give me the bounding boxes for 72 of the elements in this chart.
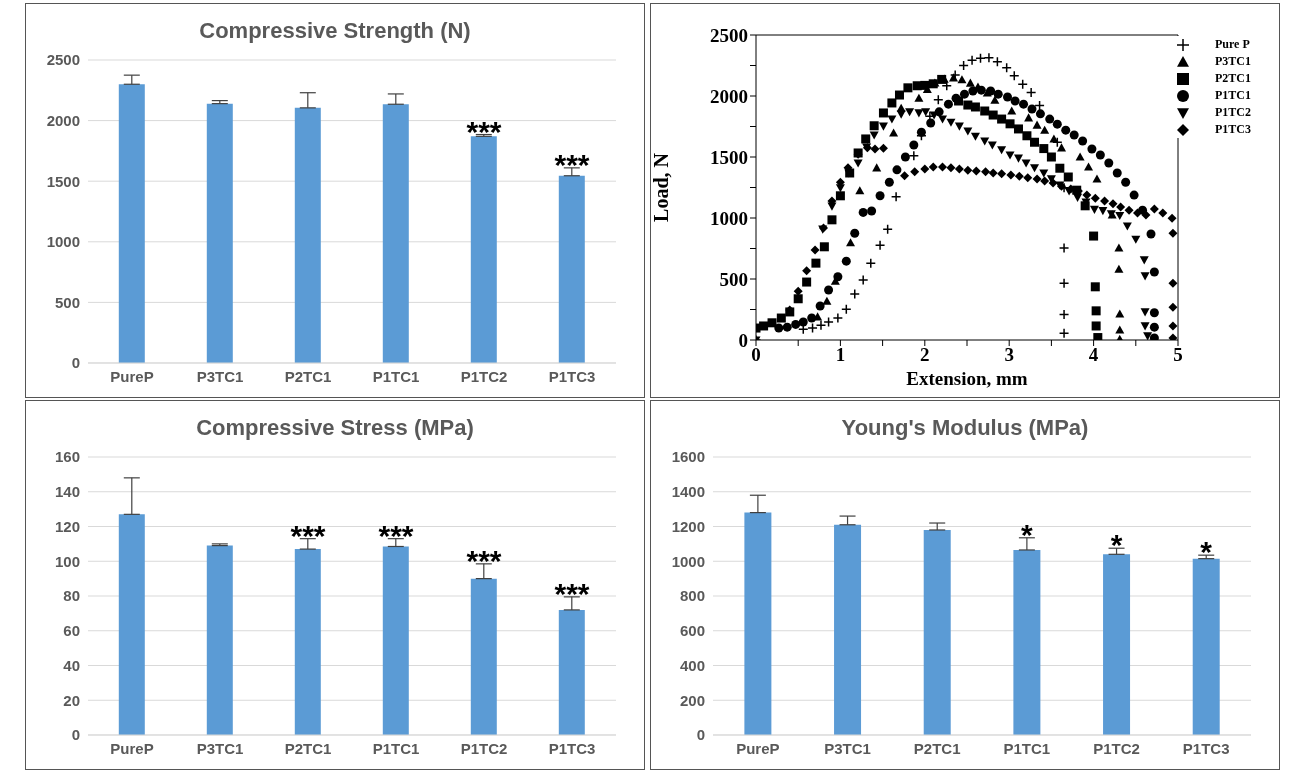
y-tick-label: 2000 xyxy=(710,85,748,107)
annotation: *** xyxy=(554,147,590,181)
y-tick-label: 160 xyxy=(54,448,80,466)
annotation: * xyxy=(1020,517,1033,551)
y-tick-label: 40 xyxy=(63,656,80,674)
x-tick-label: 4 xyxy=(1088,344,1099,366)
y-tick-label: 1000 xyxy=(710,207,748,229)
y-tick-label: 500 xyxy=(54,293,80,311)
x-axis-title: Extension, mm xyxy=(906,368,1028,389)
y-tick-label: 2000 xyxy=(46,111,80,129)
y-tick-label: 1400 xyxy=(671,483,705,501)
y-tick-label: 0 xyxy=(696,726,705,744)
annotation: *** xyxy=(290,518,326,552)
y-tick-label: 1500 xyxy=(46,172,80,190)
y-tick-label: 60 xyxy=(63,622,80,640)
y-tick-label: 80 xyxy=(63,587,80,605)
x-tick-label: P2TC1 xyxy=(913,739,961,757)
annotation: *** xyxy=(466,114,502,148)
y-tick-label: 20 xyxy=(63,691,80,709)
x-tick-label: P1TC2 xyxy=(1093,739,1140,757)
x-tick-label: PureP xyxy=(110,367,154,385)
x-tick-label: PureP xyxy=(110,739,154,757)
y-tick-label: 0 xyxy=(738,329,748,351)
x-tick-label: P3TC1 xyxy=(196,739,244,757)
legend-label: P3TC1 xyxy=(1215,54,1251,69)
y-tick-label: 1000 xyxy=(671,552,705,570)
legend-label: P2TC1 xyxy=(1215,71,1251,86)
x-tick-label: P2TC1 xyxy=(284,367,332,385)
y-axis-title: Load, N xyxy=(650,152,673,222)
y-tick-label: 1600 xyxy=(671,448,705,466)
x-tick-label: P1TC1 xyxy=(372,367,420,385)
legend-label: P1TC3 xyxy=(1215,122,1251,137)
legend-label: P1TC1 xyxy=(1215,88,1251,103)
y-tick-label: 100 xyxy=(54,552,80,570)
y-tick-label: 1500 xyxy=(710,146,748,168)
y-tick-label: 1200 xyxy=(671,517,705,535)
chart-title: Compressive Strength (N) xyxy=(198,18,472,45)
y-tick-label: 400 xyxy=(679,656,705,674)
x-tick-label: P1TC1 xyxy=(372,739,420,757)
y-tick-label: 140 xyxy=(54,483,80,501)
x-tick-label: P3TC1 xyxy=(824,739,871,757)
x-tick-label: 5 xyxy=(1173,344,1183,366)
y-tick-label: 1000 xyxy=(46,233,80,251)
x-tick-label: PureP xyxy=(736,739,780,757)
legend-label: Pure P xyxy=(1215,37,1250,52)
x-tick-label: P1TC1 xyxy=(1003,739,1051,757)
x-tick-label: P1TC3 xyxy=(1182,739,1230,757)
x-tick-label: 3 xyxy=(1004,344,1014,366)
x-tick-label: P1TC2 xyxy=(460,367,508,385)
x-tick-label: 1 xyxy=(835,344,846,366)
y-tick-label: 0 xyxy=(71,726,80,744)
x-tick-label: P1TC3 xyxy=(548,367,596,385)
chart-title: Young's Modulus (MPa) xyxy=(840,415,1090,442)
annotation: * xyxy=(1110,528,1123,562)
y-tick-label: 600 xyxy=(679,622,705,640)
x-tick-label: P2TC1 xyxy=(284,739,332,757)
annotation: * xyxy=(1200,535,1213,569)
annotation: *** xyxy=(554,576,590,610)
legend-label: P1TC2 xyxy=(1215,105,1251,120)
chart-title: Compressive Stress (MPa) xyxy=(195,415,475,442)
y-tick-label: 800 xyxy=(679,587,705,605)
y-tick-label: 200 xyxy=(679,691,705,709)
y-tick-label: 500 xyxy=(719,268,748,290)
y-tick-label: 2500 xyxy=(710,24,748,46)
annotation: *** xyxy=(466,543,502,577)
y-tick-label: 120 xyxy=(54,517,80,535)
x-tick-label: P3TC1 xyxy=(196,367,244,385)
x-tick-label: 2 xyxy=(920,344,930,366)
annotation: *** xyxy=(378,518,414,552)
y-tick-label: 2500 xyxy=(46,51,80,69)
x-tick-label: P1TC3 xyxy=(548,739,596,757)
x-tick-label: P1TC2 xyxy=(460,739,508,757)
